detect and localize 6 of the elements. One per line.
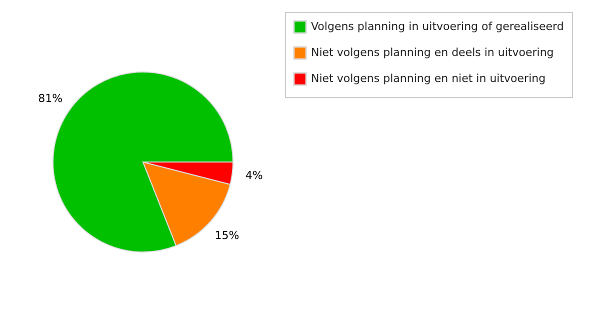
legend-label: Volgens planning in uitvoering of gerealiseerd	[311, 20, 564, 33]
data-label: 15%	[214, 229, 240, 242]
legend-label: Niet volgens planning en niet in uitvoering	[311, 72, 546, 85]
data-label: 81%	[38, 92, 63, 106]
legend-label: Niet volgens planning en deels in uitvoering	[311, 46, 554, 59]
data-label: 4%	[245, 169, 263, 182]
